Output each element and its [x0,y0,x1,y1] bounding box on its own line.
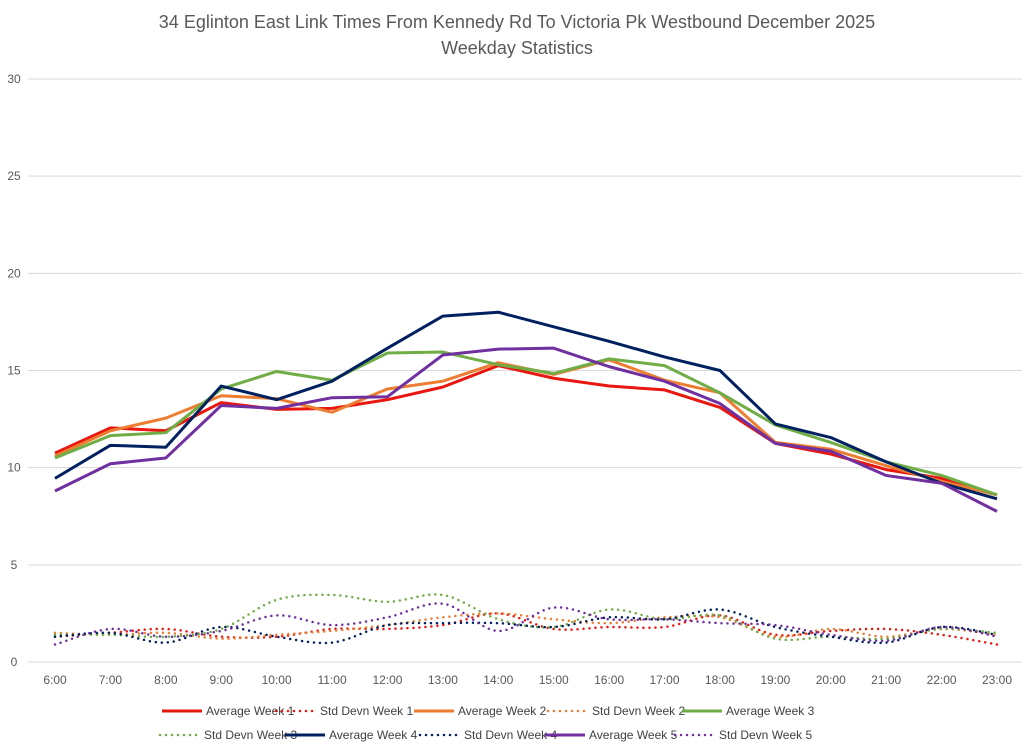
chart-title: 34 Eglinton East Link Times From Kennedy… [159,12,875,32]
x-tick-label: 6:00 [43,673,67,687]
chart-subtitle: Weekday Statistics [441,38,593,58]
legend-item-std-devn-week-3: Std Devn Week 3 [158,728,297,742]
series-std-devn-week-1 [53,612,999,646]
legend-item-std-devn-week-4: Std Devn Week 4 [418,728,557,742]
series-average-week-5 [54,346,998,513]
y-tick-label: 0 [11,655,18,669]
legend-label: Std Devn Week 1 [320,704,413,718]
legend-label: Average Week 5 [589,728,678,742]
x-tick-label: 19:00 [760,673,790,687]
legend-item-std-devn-week-5: Std Devn Week 5 [673,728,812,742]
legend-label: Average Week 4 [329,728,418,742]
legend-label: Std Devn Week 5 [719,728,812,742]
x-tick-label: 14:00 [483,673,513,687]
legend-item-average-week-2: Average Week 2 [414,704,547,718]
y-tick-label: 5 [11,558,18,572]
x-tick-label: 15:00 [539,673,569,687]
x-tick-label: 22:00 [927,673,957,687]
series-std-devn-week-5 [53,602,999,646]
y-tick-label: 10 [7,461,21,475]
x-tick-label: 17:00 [650,673,680,687]
legend-item-std-devn-week-2: Std Devn Week 2 [546,704,685,718]
legend-label: Std Devn Week 2 [592,704,685,718]
y-tick-label: 15 [7,364,21,378]
y-tick-label: 25 [7,169,21,183]
x-tick-label: 23:00 [982,673,1012,687]
x-tick-label: 9:00 [210,673,234,687]
x-tick-label: 11:00 [317,673,346,687]
x-tick-label: 20:00 [816,673,846,687]
y-tick-label: 20 [7,266,21,280]
legend-item-std-devn-week-1: Std Devn Week 1 [274,704,413,718]
y-tick-label: 30 [7,72,21,86]
x-tick-label: 7:00 [99,673,123,687]
x-tick-label: 21:00 [871,673,901,687]
x-tick-label: 8:00 [154,673,178,687]
x-tick-label: 12:00 [372,673,402,687]
x-tick-label: 13:00 [428,673,458,687]
legend-item-average-week-4: Average Week 4 [285,728,418,742]
legend-item-average-week-1: Average Week 1 [162,704,295,718]
series-std-devn-week-4 [53,608,999,645]
x-tick-label: 10:00 [262,673,292,687]
legend-label: Average Week 3 [726,704,815,718]
legend-item-average-week-5: Average Week 5 [545,728,678,742]
x-tick-label: 16:00 [594,673,624,687]
legend-label: Average Week 1 [206,704,295,718]
series-std-devn-week-2 [53,612,999,640]
legend-label: Average Week 2 [458,704,547,718]
legend-item-average-week-3: Average Week 3 [682,704,815,718]
series-average-week-4 [54,310,998,501]
legend-label: Std Devn Week 3 [204,728,297,742]
x-tick-label: 18:00 [705,673,735,687]
legend-label: Std Devn Week 4 [464,728,557,742]
